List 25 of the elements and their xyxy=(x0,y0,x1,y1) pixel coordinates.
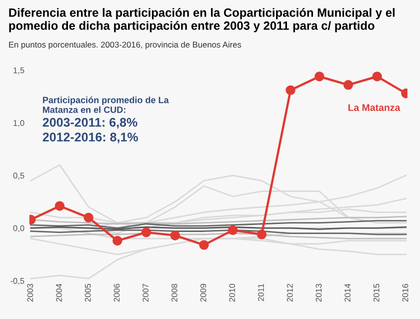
chart-subtitle: En puntos porcentuales. 2003-2016, provincia de Buenos Aires xyxy=(9,41,242,50)
series-label: La Matanza xyxy=(348,104,400,112)
y-tick-label: 0,5 xyxy=(13,172,24,180)
x-tick-label: 2012 xyxy=(286,284,293,302)
x-tick-label: 2003 xyxy=(27,284,34,302)
x-tick-label: 2007 xyxy=(142,284,148,302)
x-tick-label: 2014 xyxy=(344,284,350,302)
annotation: Participación promedio de La Matanza en el CUD: xyxy=(42,96,169,113)
annotation: 2003-2011: 6,8% xyxy=(42,118,138,129)
x-tick-label: 2013 xyxy=(316,284,322,302)
chart-title: Diferencia entre la participación en la Coparticipación Municipal y el pomedio de dicha participación entre 2003 y 2011 para c/ partido xyxy=(9,8,395,32)
x-tick-label: 2016 xyxy=(402,284,408,302)
y-tick-label: 1,0 xyxy=(14,120,24,127)
x-tick-label: 2008 xyxy=(171,284,178,302)
y-tick-label: 1,5 xyxy=(14,67,24,74)
y-tick-label: 0,0 xyxy=(13,225,24,232)
x-tick-label: 2004 xyxy=(56,284,62,302)
annotation: 2012-2016: 8,1% xyxy=(42,132,138,144)
x-tick-label: 2015 xyxy=(373,284,380,302)
x-tick-label: 2006 xyxy=(114,284,120,302)
x-tick-label: 2009 xyxy=(200,284,206,302)
x-tick-label: 2005 xyxy=(84,284,91,302)
x-tick-label: 2010 xyxy=(229,284,236,302)
y-tick-label: -0,5 xyxy=(10,278,24,285)
x-tick-label: 2011 xyxy=(258,284,264,301)
